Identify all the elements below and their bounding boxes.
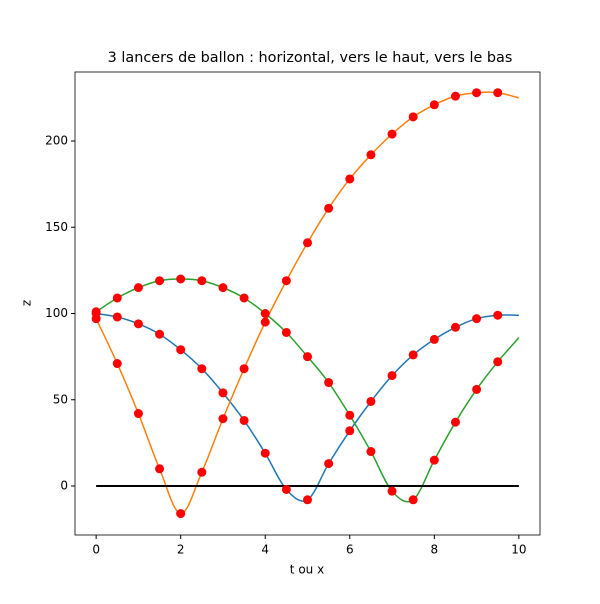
data-point [155,329,165,339]
series-line [95,91,520,515]
y-tick-label: 50 [53,392,68,406]
data-point [155,464,165,474]
data-point [472,384,482,394]
data-point [176,345,186,355]
data-point [281,276,291,286]
data-point [218,414,228,424]
data-point [429,100,439,110]
data-point [218,388,228,398]
data-point [197,364,207,374]
data-point [155,276,165,286]
data-point [91,307,101,317]
x-tick-label: 2 [177,543,185,557]
data-point [387,129,397,139]
data-point [366,396,376,406]
data-point [197,467,207,477]
plot-frame [74,71,541,536]
data-point [472,88,482,98]
data-point [450,91,460,101]
data-point [239,293,249,303]
x-axis-label: t ou x [290,563,324,577]
data-point [239,415,249,425]
data-point [429,334,439,344]
data-point [133,319,143,329]
data-point [112,312,122,322]
data-point [176,274,186,284]
data-point [260,317,270,327]
data-point [472,314,482,324]
y-tick-label: 150 [45,220,68,234]
data-point [133,409,143,419]
y-tick-label: 0 [60,479,68,493]
data-point [197,276,207,286]
data-point [408,495,418,505]
data-point [218,283,228,293]
data-point [493,88,503,98]
data-point [281,327,291,337]
x-tick-label: 10 [511,543,526,557]
data-point [260,448,270,458]
x-tick-label: 4 [261,543,269,557]
y-tick-label: 100 [45,306,68,320]
data-point [429,455,439,465]
data-point [387,371,397,381]
data-point [112,293,122,303]
data-point [133,283,143,293]
data-point [366,447,376,457]
y-axis-label: z [20,300,34,306]
data-point [345,174,355,184]
x-tick-label: 8 [430,543,438,557]
data-point [324,203,334,213]
data-point [366,150,376,160]
data-point [176,509,186,519]
data-point [324,459,334,469]
data-point [450,417,460,427]
data-point [239,364,249,374]
data-point [345,426,355,436]
data-point [91,314,101,324]
data-point [493,357,503,367]
data-point [112,359,122,369]
data-point [450,322,460,332]
data-point [303,352,312,362]
data-point [408,350,418,360]
data-point [281,484,291,494]
data-point [303,238,312,248]
x-tick-label: 0 [92,543,100,557]
data-point [260,309,270,319]
data-point [387,486,397,496]
y-tick-label: 200 [45,134,68,148]
data-point [324,378,334,388]
data-point [408,112,418,122]
chart-title: 3 lancers de ballon : horizontal, vers l… [108,50,513,66]
x-tick-label: 6 [346,543,354,557]
data-point [345,410,355,420]
data-point [493,310,503,320]
data-point [303,495,312,505]
